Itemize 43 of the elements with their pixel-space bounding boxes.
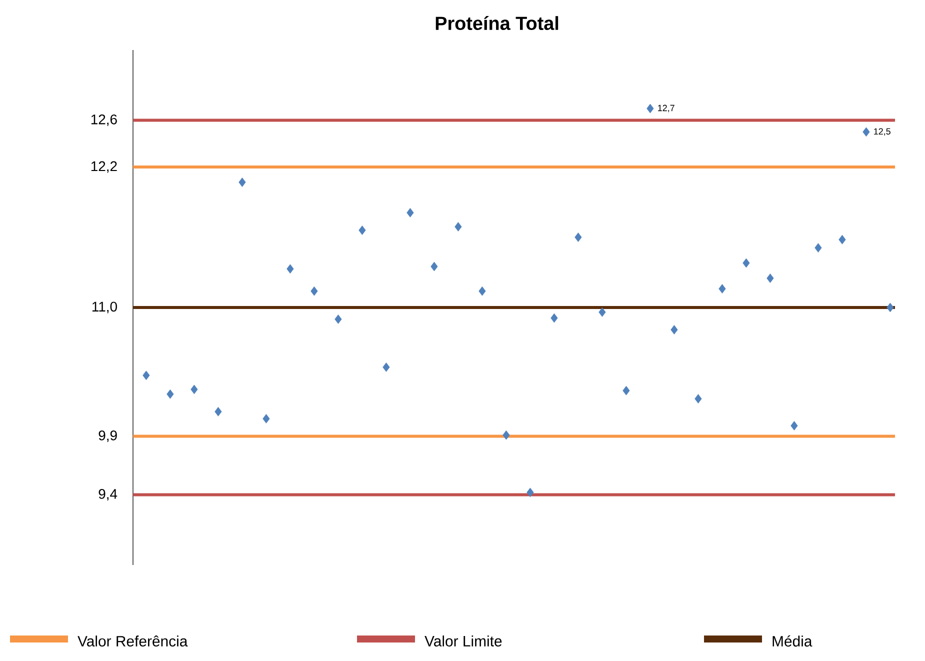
point [286, 264, 294, 274]
legend-label: Valor Referência [78, 635, 188, 647]
point [334, 314, 342, 324]
point [598, 307, 606, 317]
point [886, 302, 894, 312]
point [766, 274, 774, 283]
legend-label: Média [772, 635, 812, 647]
point [262, 414, 270, 424]
data-label: 12,5 [874, 128, 890, 136]
point [142, 370, 150, 380]
point [862, 127, 870, 137]
point [358, 226, 366, 235]
point [670, 325, 678, 334]
point [454, 222, 462, 232]
point [742, 258, 750, 268]
point [574, 232, 582, 242]
point [646, 104, 654, 114]
point [814, 243, 822, 252]
point [502, 430, 510, 440]
point [430, 262, 438, 272]
point [478, 286, 486, 296]
point [694, 394, 702, 404]
y-tick-label: 12,6 [91, 114, 117, 126]
point [622, 386, 630, 396]
point [526, 488, 534, 498]
chart-title: Proteína Total [436, 16, 558, 30]
y-tick-label: 11,0 [92, 302, 117, 314]
point [310, 286, 318, 296]
point [790, 421, 798, 430]
point [382, 362, 390, 372]
y-tick-label: 9,4 [98, 489, 118, 501]
point [550, 313, 558, 323]
point [214, 406, 222, 416]
legend-label: Valor Limite [424, 636, 502, 646]
point [406, 208, 414, 218]
point [166, 389, 174, 399]
data-label: 12,7 [658, 104, 674, 112]
point [190, 384, 198, 394]
point [838, 234, 846, 244]
point [238, 178, 246, 187]
point [718, 284, 726, 294]
y-tick-label: 12,2 [91, 161, 117, 173]
y-tick-label: 9,9 [98, 430, 117, 442]
